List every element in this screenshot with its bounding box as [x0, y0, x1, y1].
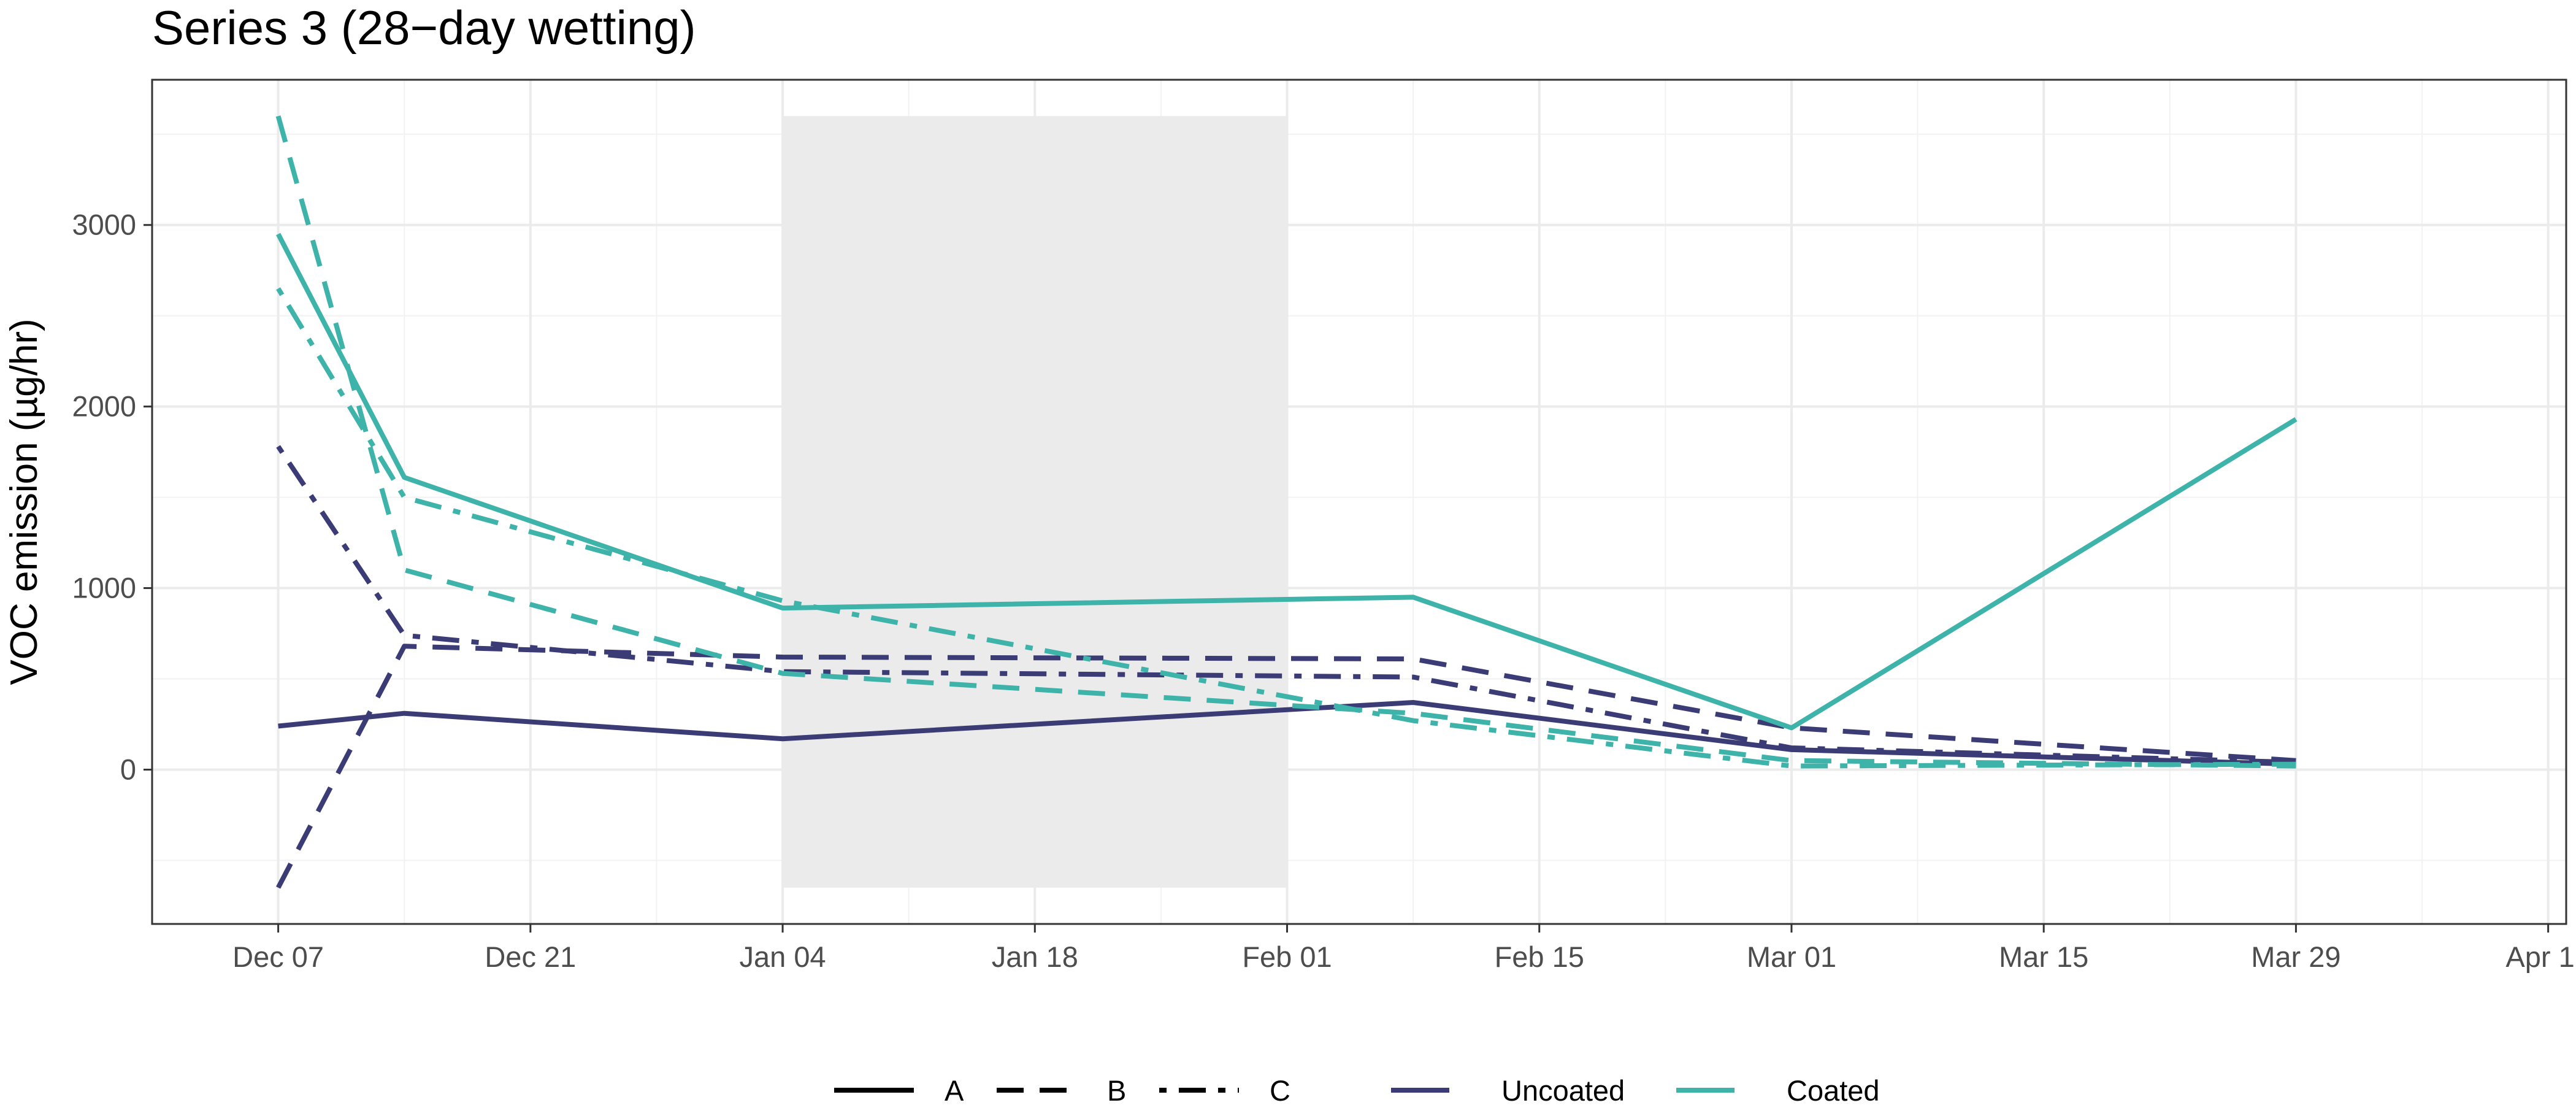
series-line-uncoated-b — [276, 644, 2296, 889]
chart-title: Series 3 (28−day wetting) — [152, 1, 696, 55]
y-tick-label: 3000 — [72, 209, 136, 241]
legend-label-c: C — [1270, 1074, 1290, 1107]
plot-panel-border — [151, 79, 2567, 925]
series-lines — [275, 115, 2298, 889]
x-tick-label: Mar 15 — [1999, 941, 2088, 973]
y-axis-title: VOC emission (µg/hr) — [3, 318, 45, 685]
y-tick-label: 1000 — [72, 572, 136, 604]
x-tick-label: Mar 29 — [2251, 941, 2340, 973]
series-line-coated-b — [275, 115, 2296, 769]
y-tick-label: 0 — [120, 753, 136, 785]
series-line-uncoated-a — [278, 700, 2296, 767]
x-tick-label: Feb 01 — [1242, 941, 1332, 973]
series-line-coated-c — [276, 287, 2296, 769]
x-tick-label: Dec 07 — [232, 941, 324, 973]
x-tick-label: Apr 12 — [2505, 941, 2576, 973]
x-tick-label: Dec 21 — [485, 941, 576, 973]
legend: A B C Uncoated Coated — [834, 1074, 1880, 1107]
x-tick-label: Mar 01 — [1747, 941, 1836, 973]
legend-label-uncoated: Uncoated — [1501, 1074, 1625, 1107]
legend-label-coated: Coated — [1787, 1074, 1880, 1107]
plot-panel-background — [152, 80, 2566, 924]
major-gridlines — [152, 80, 2566, 924]
series-line-coated-a — [276, 233, 2298, 731]
x-tick-label: Feb 15 — [1495, 941, 1584, 973]
x-tick-label: Jan 04 — [739, 941, 826, 973]
y-tick-label: 2000 — [72, 390, 136, 423]
y-axis: 0 1000 2000 3000 — [72, 209, 152, 785]
x-axis: Dec 07 Dec 21 Jan 04 Jan 18 Feb 01 Feb 15 Mar … — [232, 924, 2576, 973]
legend-label-b: B — [1107, 1074, 1126, 1107]
x-tick-label: Jan 18 — [992, 941, 1078, 973]
series-line-uncoated-c — [276, 445, 2296, 765]
legend-label-a: A — [945, 1074, 964, 1107]
